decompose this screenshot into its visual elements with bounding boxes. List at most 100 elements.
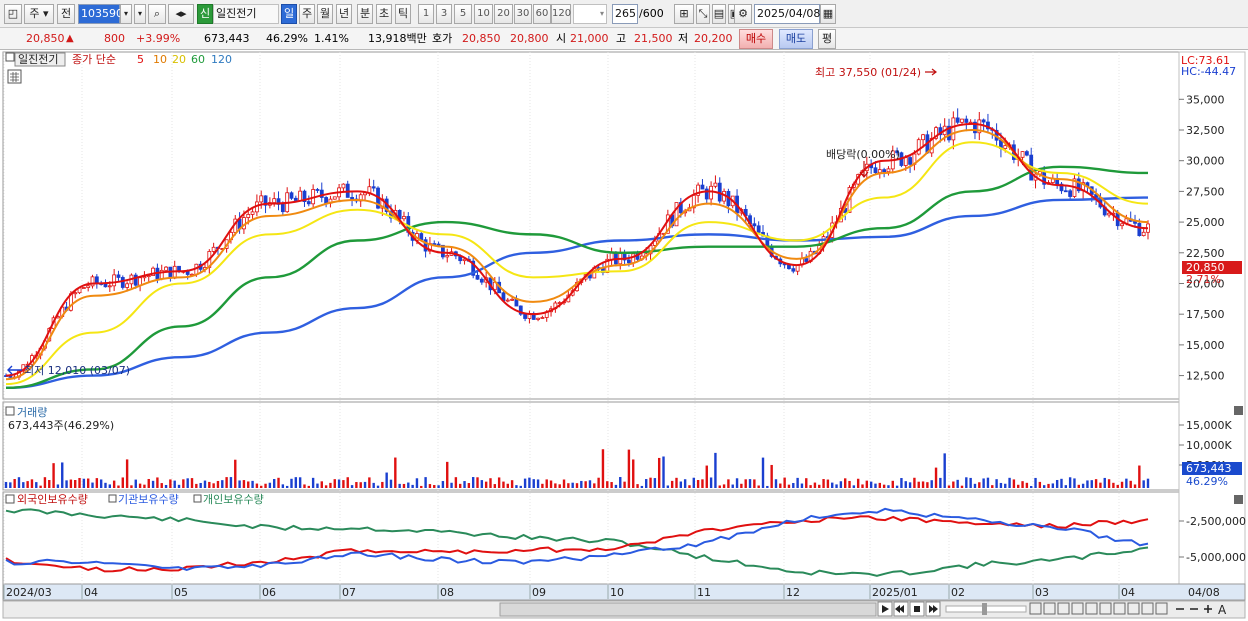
buy-button[interactable]: 매수 bbox=[739, 29, 773, 49]
period-button-minute[interactable]: 분 bbox=[357, 4, 373, 24]
volume-bar-down bbox=[221, 480, 224, 488]
layout-icon-7[interactable] bbox=[1113, 602, 1126, 615]
calendar-icon[interactable]: ▦ bbox=[820, 4, 836, 24]
data-count-input[interactable]: 265 bbox=[612, 4, 638, 24]
volume-bar-up bbox=[428, 484, 432, 488]
search-icon[interactable]: ⌕ bbox=[148, 4, 166, 24]
volume-bar-up bbox=[688, 485, 691, 488]
drawing-tool-icon[interactable]: ⤡ bbox=[696, 4, 710, 24]
window-menu-icon[interactable]: ◰ bbox=[4, 4, 22, 24]
legend-individual-box[interactable] bbox=[193, 494, 202, 503]
price-tick-label: 27,500 bbox=[1186, 185, 1225, 198]
current-price-tag bbox=[1182, 261, 1242, 274]
x-axis-label: 03 bbox=[1035, 586, 1049, 599]
period-button-day[interactable]: 일 bbox=[281, 4, 297, 24]
panel-collapse-icon[interactable] bbox=[5, 52, 15, 62]
interval-button-30[interactable]: 30 bbox=[514, 4, 532, 24]
indicator-icon[interactable]: ▤ bbox=[712, 4, 726, 24]
legend-institution-box[interactable] bbox=[108, 494, 117, 503]
volume-bar-up bbox=[917, 481, 920, 488]
volume-bar-down bbox=[480, 480, 484, 488]
volume-bar-up bbox=[947, 485, 951, 488]
volume-bar-up bbox=[433, 485, 436, 488]
date-input[interactable]: 2025/04/08 bbox=[754, 4, 820, 24]
volume-bar-down bbox=[229, 477, 233, 488]
volume-bar-up bbox=[541, 483, 544, 488]
market-select[interactable]: 전 bbox=[57, 4, 75, 24]
candle-down bbox=[280, 204, 285, 213]
volume-bar-up bbox=[195, 483, 198, 488]
volume-bar-down bbox=[1103, 477, 1106, 488]
volume-panel-close-icon[interactable] bbox=[1234, 406, 1243, 415]
period-button-year[interactable]: 년 bbox=[336, 4, 352, 24]
period-button-tick[interactable]: 틱 bbox=[395, 4, 411, 24]
holdings-panel-close-icon[interactable] bbox=[1234, 495, 1243, 504]
volume-bar-down bbox=[294, 477, 298, 488]
interval-button-5[interactable]: 5 bbox=[454, 4, 472, 24]
interval-button-120[interactable]: 120 bbox=[551, 4, 571, 24]
eval-button[interactable]: 평 bbox=[818, 29, 836, 49]
volume-bar-up bbox=[1025, 482, 1029, 488]
volume-bar-down bbox=[65, 480, 68, 488]
sell-button[interactable]: 매도 bbox=[779, 29, 813, 49]
table-toggle-icon[interactable] bbox=[7, 69, 22, 84]
code-dropdown-icon[interactable]: ▾ bbox=[120, 4, 132, 24]
volume-bar-up bbox=[368, 477, 371, 488]
holdings-tick-label: -2,500,000 bbox=[1186, 515, 1246, 528]
stock-code-input[interactable]: 103590 bbox=[78, 4, 123, 24]
layout-icon-10[interactable] bbox=[1155, 602, 1168, 615]
candle-down bbox=[973, 121, 977, 134]
prev-next-stock-icon[interactable]: ◂▸ bbox=[168, 4, 194, 24]
zoom-slider-handle[interactable] bbox=[982, 603, 987, 615]
zoom-in-icon[interactable] bbox=[1204, 605, 1212, 613]
volume-bars bbox=[4, 449, 1150, 488]
period-button-month[interactable]: 월 bbox=[317, 4, 333, 24]
volume-bar-up bbox=[264, 483, 267, 488]
volume-bar-up bbox=[675, 477, 678, 488]
font-size-icon[interactable]: A bbox=[1218, 603, 1227, 617]
volume-bar-down bbox=[800, 483, 804, 488]
layout-icon-5[interactable] bbox=[1085, 602, 1098, 615]
interval-button-3[interactable]: 3 bbox=[436, 4, 452, 24]
interval-button-20[interactable]: 20 bbox=[494, 4, 513, 24]
volume-bar-down bbox=[1055, 479, 1059, 488]
volume-bar-down bbox=[965, 477, 968, 488]
interval-button-60[interactable]: 60 bbox=[533, 4, 551, 24]
volume-panel-collapse-icon[interactable] bbox=[5, 406, 15, 416]
volume-bar-down bbox=[735, 478, 739, 488]
layout-icon-3[interactable] bbox=[1057, 602, 1070, 615]
layout-icon-9[interactable] bbox=[1141, 602, 1154, 615]
volume-bar-up bbox=[865, 480, 869, 488]
volume-bar-up bbox=[324, 485, 328, 488]
layout-icon-8[interactable] bbox=[1127, 602, 1140, 615]
layout-icon-6[interactable] bbox=[1099, 602, 1112, 615]
volume-bar-down bbox=[177, 484, 181, 488]
gear-icon[interactable]: ⚙ bbox=[734, 4, 752, 24]
volume-bar-down bbox=[337, 479, 341, 488]
volume-bar-down bbox=[298, 477, 302, 488]
candle-up bbox=[609, 252, 614, 260]
layout-icon-4[interactable] bbox=[1071, 602, 1084, 615]
period-button-week[interactable]: 주 bbox=[299, 4, 315, 24]
x-axis-label: 02 bbox=[951, 586, 965, 599]
holdings-panel-collapse-icon[interactable] bbox=[5, 494, 15, 504]
period-type-select[interactable]: 주 ▾ bbox=[24, 4, 54, 24]
period-button-second[interactable]: 초 bbox=[376, 4, 392, 24]
stock-tag-box[interactable] bbox=[14, 52, 66, 67]
layout-icon-1[interactable] bbox=[1029, 602, 1042, 615]
volume-bar-up bbox=[623, 481, 626, 488]
code-history-icon[interactable]: ▾ bbox=[134, 4, 146, 24]
volume-bar-up bbox=[121, 477, 124, 488]
volume-bar-up bbox=[355, 482, 358, 488]
candle-down bbox=[700, 184, 705, 190]
interval-custom-select[interactable]: ▾ bbox=[573, 4, 607, 24]
interval-button-10[interactable]: 10 bbox=[474, 4, 493, 24]
volume-bar-down bbox=[995, 479, 998, 488]
x-axis-label: 07 bbox=[342, 586, 356, 599]
candle-type-icon[interactable]: ⊞ bbox=[674, 4, 694, 24]
stock-chart[interactable]: 35,000 32,500 30,000 27,500 25,000 22,500 20,0… bbox=[0, 50, 1248, 621]
layout-icon-2[interactable] bbox=[1043, 602, 1056, 615]
interval-button-1[interactable]: 1 bbox=[418, 4, 434, 24]
volume-bar-up bbox=[878, 482, 882, 488]
scrollbar-thumb[interactable] bbox=[499, 602, 877, 617]
